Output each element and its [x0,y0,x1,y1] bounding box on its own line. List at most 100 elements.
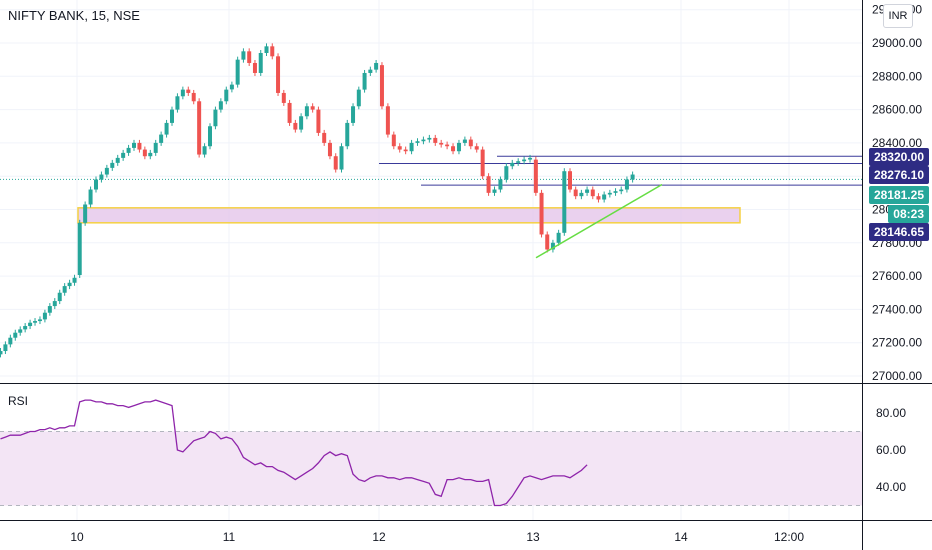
candle-body [556,232,561,243]
candle-body [421,139,426,142]
candle-body [624,179,629,190]
candle-body [374,62,379,70]
candle-body [142,149,147,157]
candle-body [415,141,420,143]
price-tick-label: 27400.00 [872,302,922,316]
time-tick-label: 12:00 [774,530,804,544]
price-tick-label: 27000.00 [872,369,922,383]
time-tick-label: 13 [526,530,540,544]
candle-body [276,56,281,93]
price-tick-label: 27200.00 [872,336,922,350]
candle-body [504,166,509,180]
candle-body [356,89,361,107]
candle-body [13,332,18,338]
candle-body [403,149,408,152]
candle-body [252,62,257,73]
candle-body [539,192,544,235]
candle-body [573,189,578,197]
candle-body [362,72,367,90]
candle-body [258,52,263,73]
candle-body [77,222,82,276]
candle-body [619,189,624,192]
candle-body [397,146,402,150]
candle-body [132,142,136,148]
candle-body [562,171,567,233]
candle-body [516,161,521,163]
rsi-tick-label: 80.00 [876,406,906,420]
candle-body [42,312,47,320]
candle-body [498,179,503,190]
candle-body [630,174,635,180]
candle-body [180,89,185,97]
candle-body [110,162,115,168]
candle-body [316,109,321,133]
candle-body [148,152,153,157]
candle-body [235,59,240,85]
support-zone [77,207,741,224]
candle-body [0,351,3,355]
candle-body [159,134,164,143]
candle-body [445,144,450,147]
candle-body [218,101,223,110]
candle-body [409,142,414,152]
candle-body [550,242,555,250]
candle-body [241,51,246,60]
candle-body [456,142,461,152]
candle-body [126,147,131,153]
candle-body [121,152,126,158]
candle-body [333,156,338,170]
candle-body [213,109,218,127]
candle-body [47,306,52,313]
candle-body [327,142,332,157]
price-tick-label: 29000.00 [872,36,922,50]
time-tick-label: 11 [223,530,236,544]
candle-body [33,321,38,323]
price-badge-28146: 28146.65 [868,223,929,241]
candle-body [433,137,438,143]
price-tick-label: 28600.00 [872,103,922,117]
candle-body [115,157,120,163]
candle-body [568,171,572,190]
candle-body [439,142,444,145]
candle-body [545,234,550,250]
candle-body [480,149,485,177]
candle-body [613,191,618,193]
price-badge-28320: 28320.00 [868,148,929,166]
candle-body [208,126,212,147]
candle-body [590,189,595,197]
candle-body [72,277,77,283]
candle-body [602,194,607,200]
candle-body [528,157,533,160]
rsi-line [0,399,588,507]
price-tick-label: 28400.00 [872,136,922,150]
candle-body [57,292,62,302]
countdown-badge: 08:23 [888,205,929,223]
time-tick-label: 14 [674,530,688,544]
chart-title: NIFTY BANK, 15, NSE [8,8,140,23]
candle-body [88,189,93,205]
candle-body [170,109,174,123]
candle-body [351,106,356,123]
candle-body [451,146,456,152]
candle-body [468,139,473,147]
candle-body [94,179,98,190]
currency-button[interactable]: INR [883,4,913,28]
candle-body [175,96,180,110]
candle-body [486,176,491,193]
candle-body [23,326,28,330]
candle-body [579,192,584,197]
candle-body [522,159,527,162]
candle-body [293,122,298,130]
candle-body [385,106,390,135]
candle-body [322,132,327,143]
candle-body [52,301,57,307]
candle-body [596,196,601,200]
candle-body [379,65,384,107]
candle-body [270,46,275,57]
candle-body [585,189,590,193]
candle-body [492,189,497,193]
candle-body [191,92,196,102]
candle-body [339,146,344,170]
candle-body [310,106,315,110]
